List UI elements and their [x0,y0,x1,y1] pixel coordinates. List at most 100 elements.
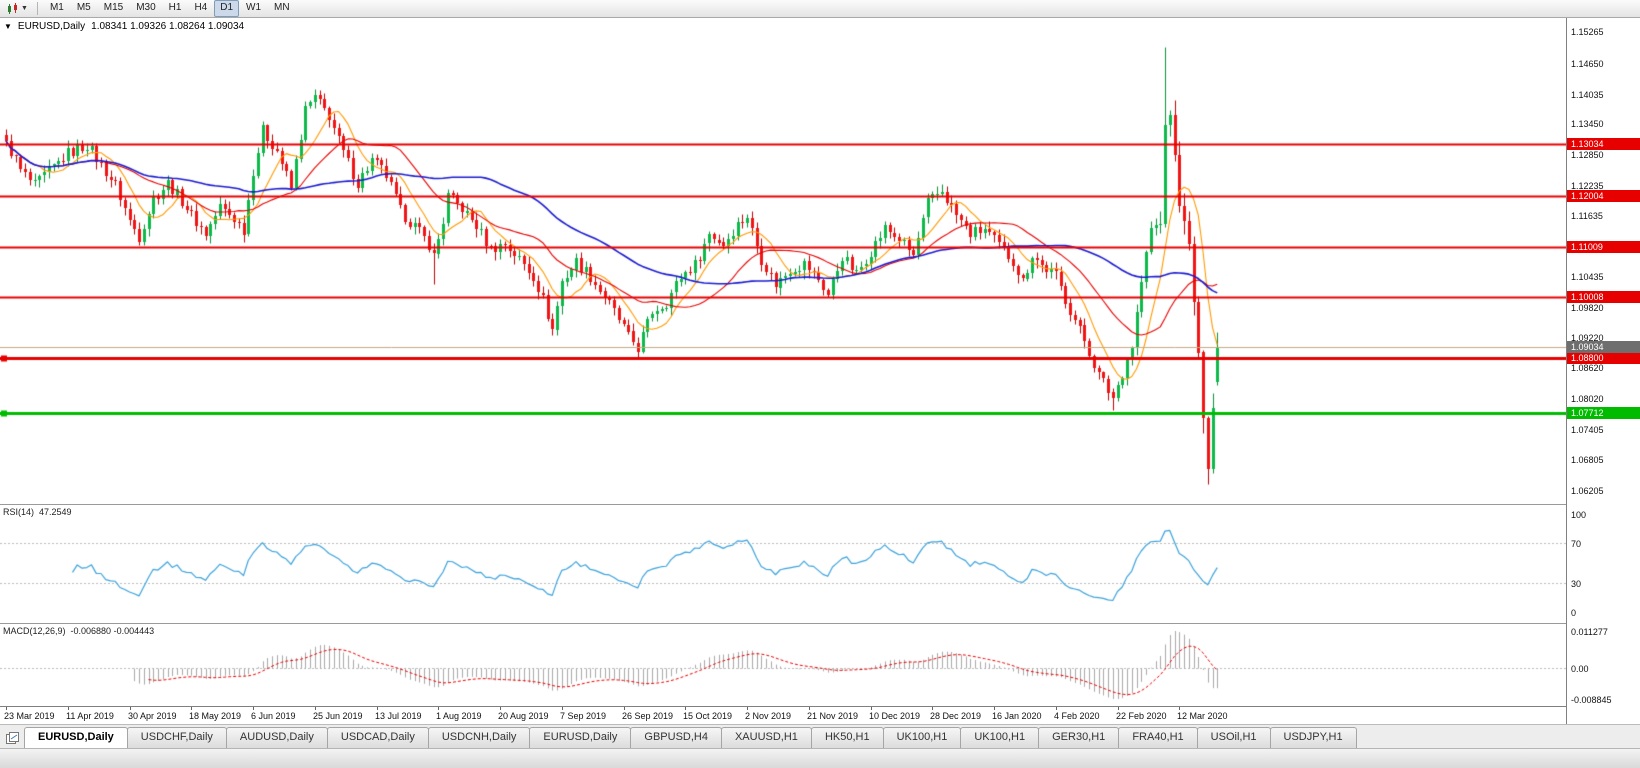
rsi-panel: RSI(14) 47.2549 [0,504,1566,623]
time-axis-label: 1 Aug 2019 [436,711,482,721]
time-axis-tick [500,707,501,710]
candlestick-chart-icon [8,2,17,14]
tf-button-m1[interactable]: M1 [49,2,64,13]
price-level-badge: 1.10008 [1567,291,1640,303]
time-axis-tick [253,707,254,710]
chart-tab-usdjpy-h1[interactable]: USDJPY,H1 [1269,727,1357,748]
rsi-canvas[interactable] [0,505,1566,623]
chart-tab-eurusd-daily[interactable]: EURUSD,Daily [529,727,632,748]
tf-button-d1[interactable]: D1 [214,0,240,17]
price-axis[interactable]: 1.15265 1.14650 1.14035 1.13450 1.12850 1.122… [1566,18,1640,724]
time-axis-tick [809,707,810,710]
time-axis-tick [438,707,439,710]
chart-tab-ger30-h1[interactable]: GER30,H1 [1038,727,1120,748]
price-level-badge: 1.08800 [1567,352,1640,364]
time-axis-label: 23 Mar 2019 [4,711,55,721]
time-axis-label: 28 Dec 2019 [930,711,982,721]
chart-workspace: ▼ EURUSD,Daily 1.08341 1.09326 1.08264 1… [0,18,1640,724]
price-axis-label: 1.09820 [1571,303,1604,313]
tf-button-h1[interactable]: H1 [168,2,182,13]
chart-tab-usoil-h1[interactable]: USOil,H1 [1196,727,1271,748]
chart-tabbar: EURUSD,Daily USDCHF,Daily AUDUSD,Daily USDC… [0,724,1640,748]
price-chart-canvas[interactable] [0,18,1566,504]
time-axis-tick [685,707,686,710]
timeframe-buttons: M1 M5 M15 M30 H1 H4 D1 W1 MN [44,0,296,17]
time-axis-label: 18 May 2019 [189,711,242,721]
price-axis-label: 1.11635 [1571,211,1603,221]
time-axis-label: 21 Nov 2019 [807,711,859,721]
chart-tab-usdcnh-daily[interactable]: USDCNH,Daily [427,727,531,748]
tf-button-w1[interactable]: W1 [246,2,262,13]
time-axis-label: 4 Feb 2020 [1054,711,1100,721]
time-axis-tick [377,707,378,710]
time-axis-tick [1118,707,1119,710]
chevron-down-icon: ▼ [21,5,28,12]
tf-button-m15[interactable]: M15 [103,2,124,13]
macd-axis-label: -0.008845 [1571,695,1612,705]
price-axis-label: 1.15265 [1571,27,1604,37]
rsi-value: 47.2549 [39,507,72,517]
price-axis-label: 1.08020 [1571,394,1604,404]
chart-tab-eurusd-daily[interactable]: EURUSD,Daily [24,727,128,748]
time-axis[interactable]: 23 Mar 2019 11 Apr 2019 30 Apr 2019 18 May … [0,706,1566,724]
time-axis-label: 20 Aug 2019 [498,711,549,721]
charts-list-icon[interactable] [3,729,21,747]
price-level-badge: 1.07712 [1567,407,1640,419]
time-axis-label: 10 Dec 2019 [869,711,921,721]
chart-tab-gbpusd-h4[interactable]: GBPUSD,H4 [630,727,722,748]
chart-header: ▼ EURUSD,Daily 1.08341 1.09326 1.08264 1… [4,21,244,32]
rsi-header: RSI(14) 47.2549 [3,507,72,517]
chart-tab-fra40-h1[interactable]: FRA40,H1 [1118,727,1198,748]
tf-button-m5[interactable]: M5 [76,2,91,13]
price-level-badge: 1.13034 [1567,138,1640,150]
timeframe-toolbar: ▼ M1 M5 M15 M30 H1 H4 D1 W1 MN [0,0,1640,18]
chart-tab-usdcad-daily[interactable]: USDCAD,Daily [326,727,429,748]
chart-tab-audusd-daily[interactable]: AUDUSD,Daily [225,727,328,748]
time-axis-label: 22 Feb 2020 [1116,711,1167,721]
price-axis-label: 1.06205 [1571,486,1604,496]
tf-button-m30[interactable]: M30 [136,2,156,13]
price-axis-label: 1.08620 [1571,363,1604,373]
price-axis-label: 1.07405 [1571,425,1604,435]
time-axis-tick [6,707,7,710]
current-price-badge: 1.09034 [1567,341,1640,353]
price-axis-label: 1.06805 [1571,455,1604,465]
price-level-badge: 1.11009 [1567,241,1640,253]
chart-symbol-label: EURUSD,Daily [17,21,86,32]
tf-button-mn[interactable]: MN [274,2,290,13]
chart-ohlc-values: 1.08341 1.09326 1.08264 1.09034 [91,21,245,32]
status-bar [0,748,1640,768]
price-level-badge: 1.12004 [1567,190,1640,202]
chart-tab-uk100-h1[interactable]: UK100,H1 [882,727,962,748]
macd-axis-label: 0.00 [1571,664,1589,674]
price-axis-label: 1.10435 [1571,272,1604,282]
chart-tab-xauusd-h1[interactable]: XAUUSD,H1 [720,727,812,748]
macd-canvas[interactable] [0,624,1566,706]
time-axis-label: 30 Apr 2019 [128,711,177,721]
price-axis-label: 1.14650 [1571,59,1604,69]
price-axis-label: 1.12850 [1571,150,1604,160]
chart-tab-uk100-h1[interactable]: UK100,H1 [960,727,1040,748]
rsi-indicator-label: RSI(14) [3,507,35,517]
macd-axis-label: 0.011277 [1571,627,1608,637]
time-axis-tick [562,707,563,710]
chart-tab-hk50-h1[interactable]: HK50,H1 [810,727,884,748]
rsi-axis-label: 100 [1571,510,1587,520]
time-axis-label: 13 Jul 2019 [375,711,422,721]
chart-tab-usdchf-daily[interactable]: USDCHF,Daily [126,727,227,748]
symbol-dropdown-icon: ▼ [4,21,12,31]
price-axis-label: 1.09220 [1571,333,1604,343]
chart-type-button[interactable]: ▼ [4,1,31,16]
rsi-axis-label: 0 [1571,608,1577,618]
macd-panel: MACD(12,26,9) -0.006880 -0.004443 [0,623,1566,706]
tf-button-h4[interactable]: H4 [194,2,208,13]
price-axis-label: 1.14035 [1571,90,1604,100]
price-axis-label: 1.13450 [1571,119,1604,129]
time-axis-tick [747,707,748,710]
time-axis-label: 7 Sep 2019 [560,711,607,721]
time-axis-tick [1179,707,1180,710]
time-axis-tick [994,707,995,710]
time-axis-label: 16 Jan 2020 [992,711,1042,721]
time-axis-label: 26 Sep 2019 [622,711,674,721]
